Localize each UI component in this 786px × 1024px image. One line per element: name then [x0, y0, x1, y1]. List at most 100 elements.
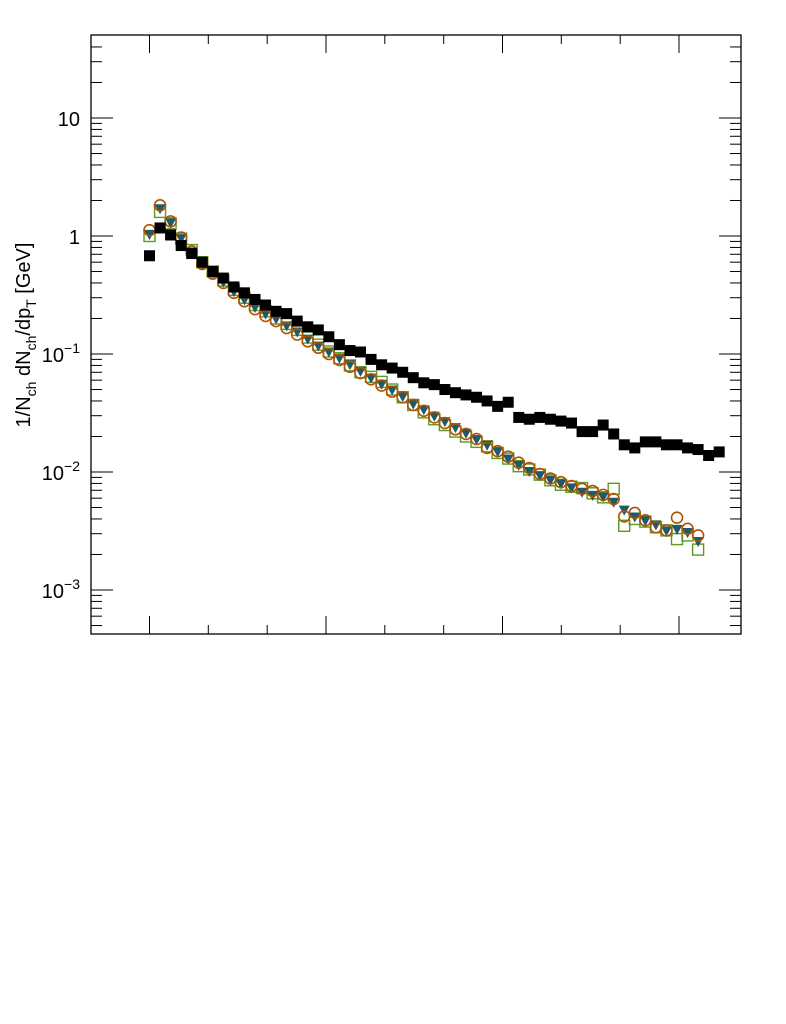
axis-ticks [91, 35, 741, 634]
y-tick-label: 10 [58, 109, 80, 131]
data-point-triangle-down [428, 411, 440, 422]
data-point-square-filled [682, 442, 694, 454]
data-point-circle-open [417, 404, 431, 418]
y-axis-title-part: /dp [13, 308, 35, 336]
data-point-square-filled [186, 248, 198, 260]
data-point-square-filled [534, 411, 546, 423]
data-point-circle-open [333, 353, 346, 367]
data-point-triangle-down [523, 466, 535, 477]
data-point-circle-open [322, 347, 336, 361]
data-point-square-filled [407, 372, 419, 384]
data-point-square-filled [418, 377, 430, 389]
data-point-triangle-down [397, 392, 409, 403]
data-point-square-filled [639, 436, 651, 448]
data-point-triangle-down [175, 234, 187, 245]
data-point-circle-open [501, 450, 515, 463]
data-point-circle-open [470, 432, 483, 446]
data-point-square-filled [544, 413, 556, 425]
data-point-triangle-down [449, 423, 461, 434]
data-point-circle-open [522, 461, 536, 475]
data-point-triangle-down [407, 399, 419, 410]
data-point-square-filled [460, 389, 472, 401]
data-point-square-filled [629, 442, 641, 454]
data-point-triangle-down [418, 405, 430, 416]
data-point-circle-open [406, 398, 420, 412]
data-point-square-filled [513, 411, 525, 423]
data-point-circle-open [681, 522, 694, 536]
data-point-square-filled [165, 229, 177, 241]
data-point-circle-open [354, 366, 367, 380]
data-point-circle-open [459, 427, 473, 441]
data-point-square-filled [523, 413, 535, 425]
data-point-square-filled [703, 449, 715, 461]
data-point-square-filled [196, 256, 208, 268]
data-point-square-open [670, 532, 684, 546]
data-point-circle-open [375, 379, 388, 392]
y-tick-label-exponent: −2 [64, 458, 80, 474]
y-tick-label-base: 1 [69, 227, 80, 249]
y-tick-label: 1 [69, 227, 80, 249]
plot-frame [90, 34, 742, 635]
data-series [143, 199, 725, 556]
data-point-circle-open [153, 199, 167, 212]
data-point-square-filled [449, 387, 461, 399]
data-point-triangle-down [154, 204, 166, 215]
data-point-circle-open [311, 341, 325, 355]
data-point-circle-open [438, 416, 452, 430]
data-point-triangle-down [566, 483, 577, 494]
data-point-square-filled [302, 321, 314, 333]
data-point-square-filled [555, 415, 567, 427]
data-point-circle-open [343, 360, 357, 374]
data-point-circle-open [428, 411, 441, 424]
data-point-circle-open [586, 484, 599, 498]
data-point-triangle-down [671, 524, 683, 535]
data-point-square-filled [428, 379, 440, 391]
y-tick-label-base: 10 [42, 345, 64, 367]
data-point-square-filled [587, 426, 599, 438]
data-point-square-filled [355, 346, 366, 358]
data-point-square-filled [492, 400, 504, 412]
data-point-circle-open [628, 506, 642, 520]
y-axis-title-sub: ch [23, 382, 39, 397]
data-point-square-filled [228, 281, 240, 293]
data-point-circle-open [660, 524, 673, 537]
data-point-triangle-down [660, 526, 672, 537]
y-tick-label-base: 10 [42, 581, 64, 603]
data-point-triangle-down [460, 428, 472, 439]
data-point-triangle-down [682, 528, 694, 539]
data-point-square-filled [238, 287, 250, 299]
data-point-square-filled [608, 428, 620, 440]
y-axis-title: 1/Nch dNch/dpT [GeV] [13, 243, 39, 428]
data-point-square-open [607, 482, 620, 496]
data-point-square-filled [312, 324, 324, 336]
data-point-triangle-down [355, 366, 366, 377]
data-point-square-filled [502, 396, 514, 408]
series-filled-triangle-down [144, 204, 704, 548]
data-point-square-filled [144, 250, 155, 262]
data-point-square-filled [333, 339, 345, 351]
data-point-triangle-down [502, 454, 514, 465]
data-point-square-filled [597, 419, 609, 431]
data-point-square-filled [692, 444, 704, 456]
data-point-triangle-down [576, 487, 588, 498]
data-point-circle-open [364, 373, 378, 386]
data-point-square-filled [471, 391, 483, 403]
y-tick-label: 10−2 [42, 458, 80, 485]
data-point-circle-open [164, 215, 177, 228]
data-point-triangle-down [471, 435, 483, 446]
data-point-square-filled [217, 272, 229, 284]
data-point-square-filled [713, 446, 725, 458]
data-point-square-filled [660, 439, 672, 451]
data-point-square-filled [439, 384, 451, 396]
data-point-triangle-down [555, 479, 567, 490]
data-point-circle-open [691, 529, 705, 542]
data-point-triangle-down [629, 512, 641, 523]
data-point-square-filled [618, 439, 630, 451]
data-point-square-filled [481, 395, 493, 407]
data-point-circle-open [554, 475, 568, 489]
data-point-triangle-down [513, 460, 525, 471]
data-point-square-open [618, 519, 631, 532]
data-point-square-filled [376, 359, 388, 371]
data-point-triangle-down [492, 447, 504, 458]
